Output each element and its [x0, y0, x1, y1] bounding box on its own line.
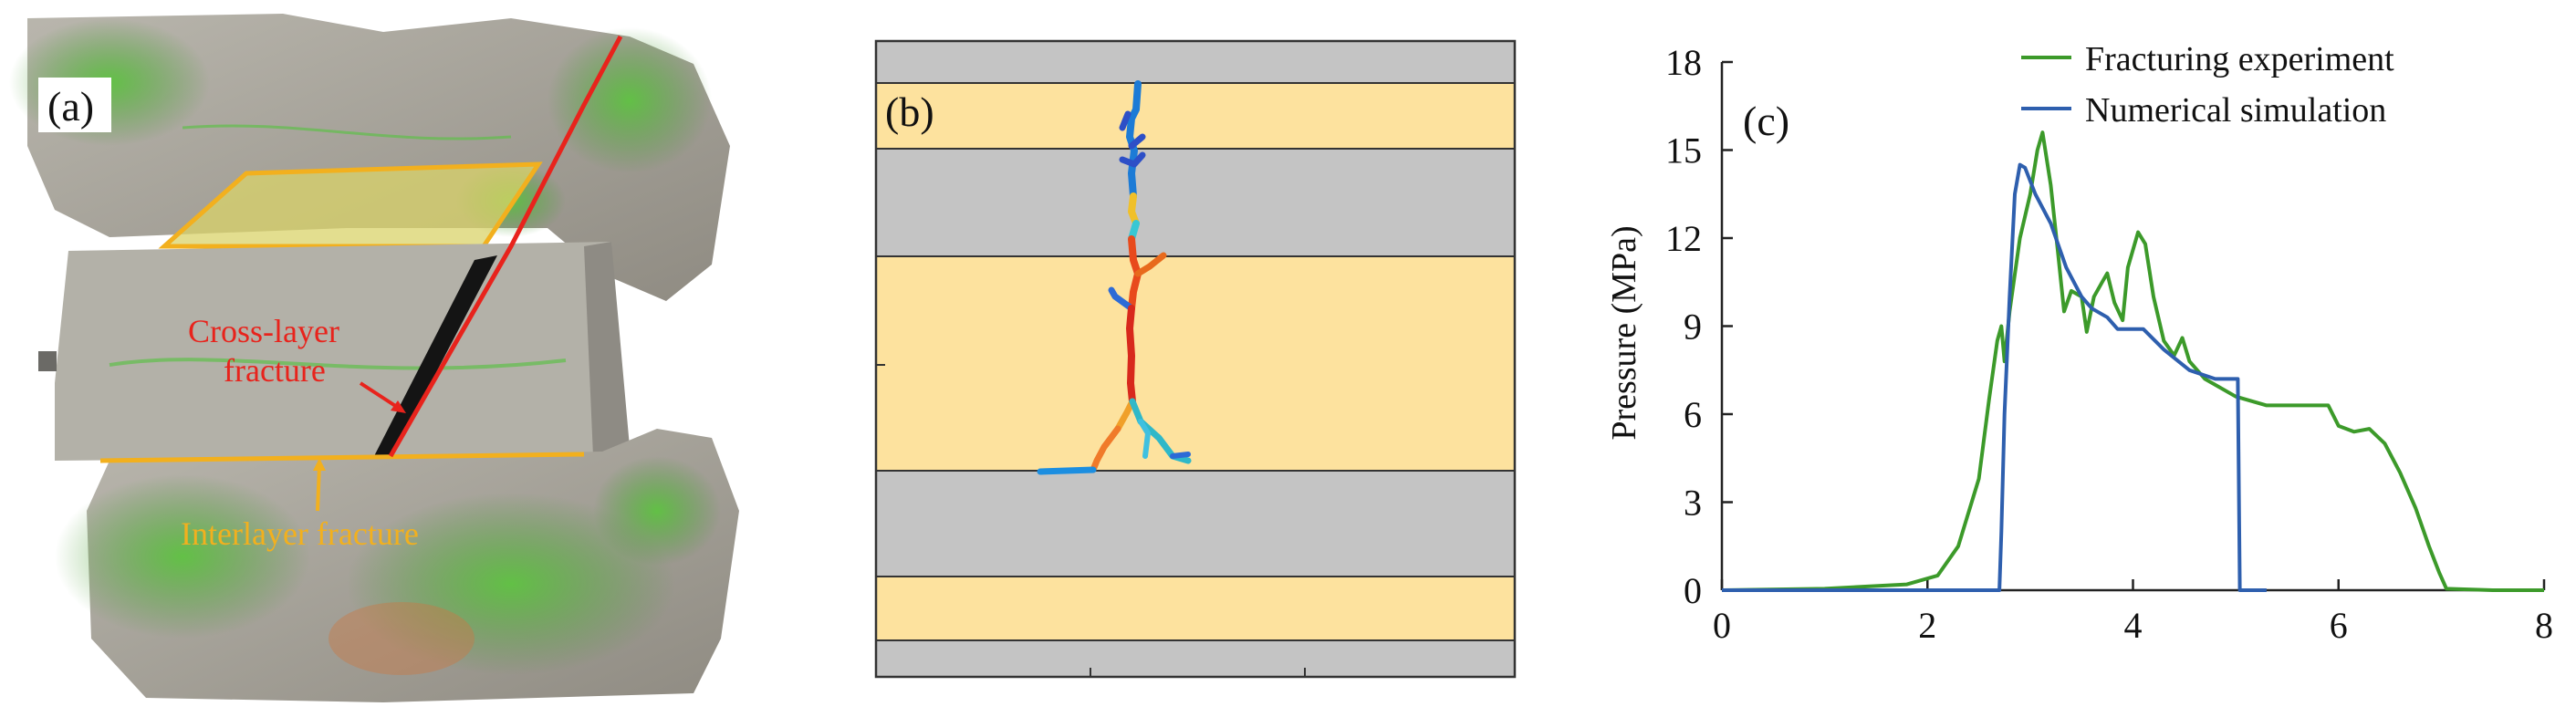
- series-fracturing-experiment: [1721, 130, 2544, 592]
- layer-gray-4: [876, 640, 1515, 677]
- x-tick-label: 2: [1918, 605, 1936, 646]
- layer-gray-1: [876, 41, 1515, 83]
- simulated-fracture: [1037, 80, 1192, 475]
- layer-model-svg: (b): [874, 39, 1517, 679]
- panel-b-label: (b): [885, 88, 934, 135]
- layer-yellow-2: [876, 256, 1515, 471]
- x-tick-label: 6: [2330, 605, 2348, 646]
- cross-layer-label-1: Cross-layer: [188, 313, 339, 349]
- layer-yellow-3: [876, 577, 1515, 640]
- x-tick-label: 4: [2124, 605, 2143, 646]
- panel-a-label: (a): [47, 83, 94, 130]
- pressure-chart-svg: 0 3 6 9 12 15 18 0 2 4 6 8 Fracturing experiment Nu…: [1605, 40, 2553, 646]
- legend-label-experiment: Fracturing experiment: [2085, 40, 2394, 78]
- chart-legend: Fracturing experiment Numerical simulati…: [2021, 40, 2394, 130]
- rock-sample-illustration: (a) Cross-layer fracture Interlayer frac…: [9, 14, 739, 702]
- panel-c-pressure-chart: 0 3 6 9 12 15 18 0 2 4 6 8 Fracturing experiment Nu…: [1588, 0, 2576, 712]
- layer-yellow-1: [876, 83, 1515, 149]
- interlayer-label: Interlayer fracture: [181, 515, 419, 552]
- panel-c-label: (c): [1743, 98, 1789, 144]
- y-tick-label: 15: [1665, 130, 1702, 171]
- y-axis-label: Pressure (MPa): [1605, 225, 1643, 440]
- panel-b-numerical-model: (b): [858, 0, 1551, 712]
- layer-gray-2: [876, 149, 1515, 256]
- series-numerical-simulation: [1722, 162, 2267, 592]
- fracture-wedge: [374, 255, 497, 456]
- panel-a-rock-sample: (a) Cross-layer fracture Interlayer frac…: [0, 0, 785, 712]
- y-tick-label: 0: [1684, 570, 1702, 611]
- cross-layer-label-2: fracture: [224, 352, 326, 389]
- y-tick-label: 18: [1665, 42, 1702, 83]
- y-tick-label: 3: [1684, 483, 1702, 524]
- x-tick-label: 8: [2535, 605, 2553, 646]
- panel-a-label-box: [38, 78, 111, 132]
- model-border: [874, 39, 1517, 679]
- y-tick-label: 9: [1684, 307, 1702, 348]
- chart-axes: 0 3 6 9 12 15 18 0 2 4 6 8: [1665, 42, 2553, 646]
- rock-middle-block: [55, 242, 621, 461]
- x-tick-label: 0: [1713, 605, 1731, 646]
- interlayer-fracture-line: [99, 452, 585, 463]
- layer-gray-3: [876, 471, 1515, 577]
- y-tick-label: 6: [1684, 394, 1702, 435]
- y-tick-label: 12: [1665, 218, 1702, 259]
- legend-label-simulation: Numerical simulation: [2085, 91, 2386, 130]
- chart-series: [1721, 130, 2544, 592]
- cross-layer-fracture-line: [388, 35, 623, 458]
